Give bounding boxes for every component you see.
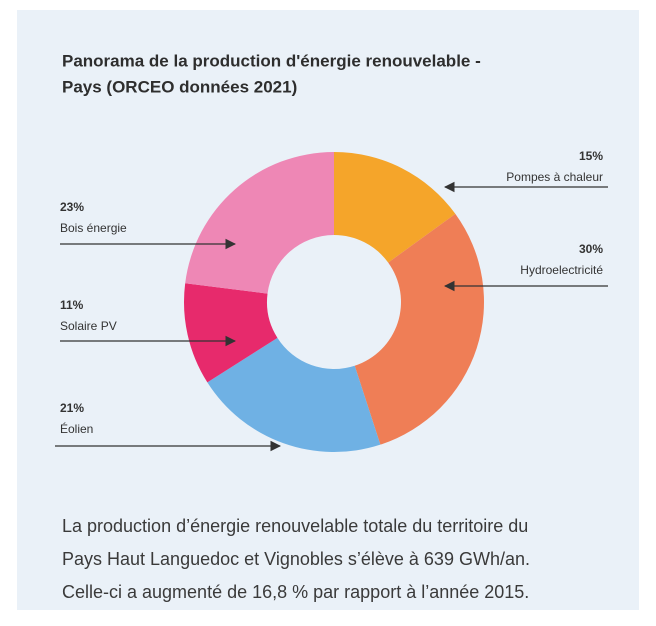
- slice-value-label: 23%: [60, 200, 84, 214]
- slice: [334, 152, 456, 263]
- description: Pays Haut Languedoc et Vignobles s’élève…: [62, 549, 530, 569]
- description: La production d’énergie renouvelable tot…: [62, 516, 528, 536]
- description: Celle-ci a augmenté de 16,8 % par rappor…: [62, 582, 529, 602]
- slice-value-label: 30%: [579, 242, 603, 256]
- slice-label: Bois énergie: [60, 221, 127, 235]
- slice-label: Pompes à chaleur: [506, 170, 603, 184]
- slice-label: Solaire PV: [60, 319, 117, 333]
- slice-value-label: 15%: [579, 149, 603, 163]
- slice-value-label: 21%: [60, 401, 84, 415]
- slice: [207, 337, 381, 452]
- slice-label: Hydroelectricité: [520, 263, 603, 277]
- card: [17, 10, 639, 610]
- slice: [184, 283, 278, 383]
- slice-label: Éolien: [60, 421, 93, 436]
- slice: [354, 213, 484, 445]
- slice: [185, 152, 334, 294]
- chart-title: Panorama de la production d'énergie reno…: [62, 51, 481, 70]
- slice-value-label: 11%: [60, 298, 84, 312]
- chart-title: Pays (ORCEO données 2021): [62, 77, 297, 96]
